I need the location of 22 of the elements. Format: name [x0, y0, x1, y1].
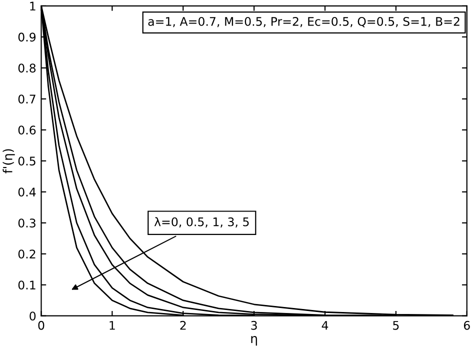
x-tick-label: 4 [322, 321, 328, 330]
y-tick-label: 0.2 [18, 250, 36, 259]
x-tick-label: 0 [38, 320, 44, 330]
annotation: a=1, A=0.7, M=0.5, Pr=2, Ec=0.5, Q=0.5, S=1, B=2 [148, 16, 460, 28]
y-tick-label: 0 [30, 312, 36, 320]
y-tick-label: 0.7 [18, 94, 36, 104]
y-tick-label: 0.9 [18, 32, 36, 42]
y-tick-label: 0.1 [18, 280, 36, 290]
y-tick-label: 1 [30, 2, 36, 10]
x-tick-label: 5 [393, 321, 399, 330]
x-tick-label: 6 [464, 320, 470, 330]
y-tick-label: 0.6 [18, 126, 36, 135]
y-tick-label: 0.3 [18, 218, 36, 228]
annotation: λ=0, 0.5, 1, 3, 5 [154, 217, 249, 228]
y-tick-label: 0.5 [18, 156, 36, 166]
x-tick-label: 1 [110, 321, 115, 330]
y-tick-label: 0.4 [18, 188, 36, 197]
x-tick-label: 2 [180, 320, 186, 330]
y-axis-title: f'(η) [2, 149, 15, 174]
x-axis-title: η [251, 336, 257, 346]
x-tick-label: 3 [251, 320, 257, 330]
y-tick-label: 0.8 [18, 64, 36, 73]
